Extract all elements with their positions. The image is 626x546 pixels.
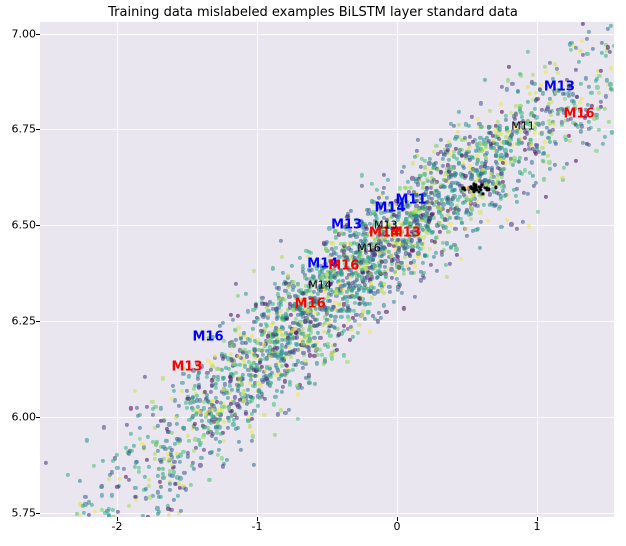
scatter-point	[111, 515, 115, 518]
ytick-label: 6.00	[2, 411, 36, 424]
grid-y	[40, 34, 614, 35]
scatter-point	[610, 130, 614, 134]
ytick-mark	[36, 225, 40, 226]
xtick-label: 0	[394, 520, 401, 533]
grid-y	[40, 417, 614, 418]
ytick-mark	[36, 129, 40, 130]
xtick-label: -2	[112, 520, 123, 533]
scatter-point	[612, 44, 614, 48]
xtick-label: 1	[534, 520, 541, 533]
ytick-label: 6.50	[2, 219, 36, 232]
grid-y	[40, 513, 614, 514]
ytick-mark	[36, 513, 40, 514]
ytick-label: 7.00	[2, 27, 36, 40]
ytick-label: 6.75	[2, 123, 36, 136]
ytick-label: 5.75	[2, 507, 36, 520]
figure: Training data mislabeled examples BiLSTM…	[0, 0, 626, 546]
plot-area: M13M16M11M11M14M13M13M14M16M13M14M16M14M…	[40, 22, 614, 517]
ytick-mark	[36, 34, 40, 35]
grid-x	[117, 22, 118, 517]
ytick-mark	[36, 321, 40, 322]
grid-x	[257, 22, 258, 517]
ytick-mark	[36, 417, 40, 418]
xtick-label: -1	[252, 520, 263, 533]
scatter-point	[146, 515, 150, 517]
scatter-point	[107, 514, 111, 517]
chart-title: Training data mislabeled examples BiLSTM…	[0, 5, 626, 20]
ytick-label: 6.25	[2, 315, 36, 328]
